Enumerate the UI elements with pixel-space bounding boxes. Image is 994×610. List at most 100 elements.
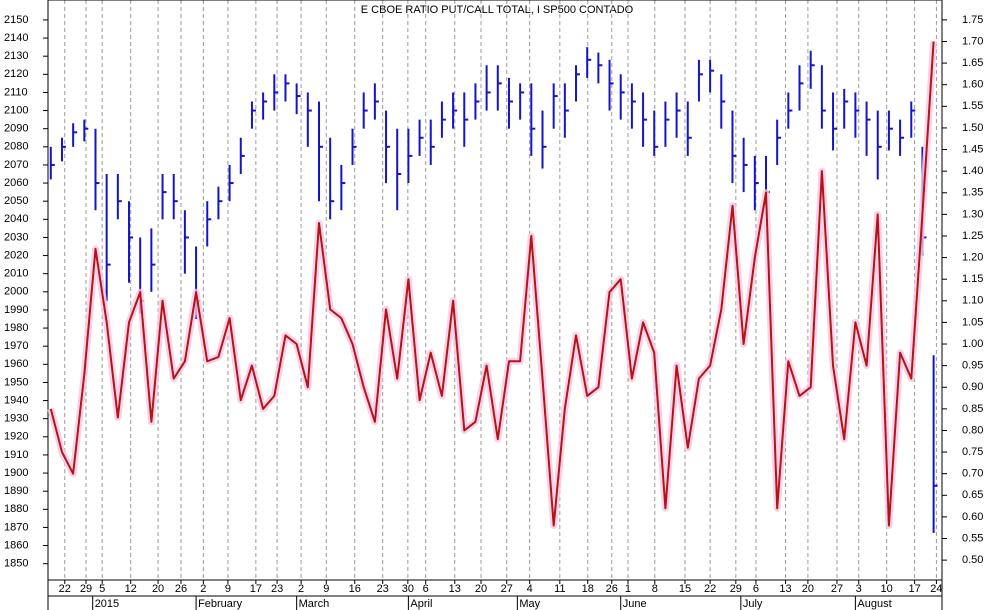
x-tick-label: 23 (377, 583, 389, 595)
y-tick-label: 2090 (4, 123, 28, 135)
y-tick-label: 2070 (4, 159, 28, 171)
y-tick-label: 1940 (4, 394, 28, 406)
x-tick-label: 26 (175, 583, 187, 595)
y-tick-label: 1880 (4, 503, 28, 515)
month-label: March (299, 598, 330, 610)
y-tick-label: 1920 (4, 431, 28, 443)
x-tick-label: 6 (753, 583, 759, 595)
y2-tick-label: 1.25 (962, 230, 983, 242)
x-tick-label: 23 (271, 583, 283, 595)
x-tick-label: 5 (99, 583, 105, 595)
x-tick-label: 1 (625, 583, 631, 595)
x-tick-label: 13 (449, 583, 461, 595)
y2-tick-label: 1.75 (962, 14, 983, 26)
y-tick-label: 1900 (4, 467, 28, 479)
x-tick-label: 9 (323, 583, 329, 595)
y-tick-label: 1930 (4, 413, 28, 425)
month-label: February (198, 598, 243, 610)
x-tick-label: 8 (652, 583, 658, 595)
y2-tick-label: 1.35 (962, 187, 983, 199)
x-tick-label: 15 (679, 583, 691, 595)
y2-tick-label: 0.70 (962, 468, 983, 480)
y-tick-label: 1910 (4, 449, 28, 461)
y2-tick-label: 1.20 (962, 251, 983, 263)
x-tick-label: 27 (831, 583, 843, 595)
x-tick-label: 29 (730, 583, 742, 595)
y-tick-label: 2050 (4, 195, 28, 207)
x-tick-label: 20 (475, 583, 487, 595)
y2-tick-label: 0.50 (962, 554, 983, 566)
x-tick-label: 2 (200, 583, 206, 595)
x-tick-label: 24 (930, 583, 942, 595)
x-tick-label: 27 (501, 583, 513, 595)
x-tick-label: 17 (908, 583, 920, 595)
month-label: April (410, 598, 432, 610)
y-tick-label: 2000 (4, 286, 28, 298)
y-tick-label: 1950 (4, 376, 28, 388)
month-label: August (857, 598, 891, 610)
y-tick-label: 2040 (4, 213, 28, 225)
x-tick-label: 22 (59, 583, 71, 595)
y2-tick-label: 1.55 (962, 100, 983, 112)
ratio-line (49, 41, 935, 527)
x-tick-label: 26 (606, 583, 618, 595)
y-tick-label: 2130 (4, 50, 28, 62)
month-label: June (623, 598, 647, 610)
y-tick-label: 2060 (4, 177, 28, 189)
y2-tick-label: 1.65 (962, 57, 983, 69)
y2-tick-label: 0.65 (962, 489, 983, 501)
x-tick-label: 22 (704, 583, 716, 595)
y2-tick-label: 1.70 (962, 35, 983, 47)
month-label: 2015 (95, 598, 119, 610)
x-tick-label: 20 (152, 583, 164, 595)
y-tick-label: 2030 (4, 231, 28, 243)
y2-tick-label: 0.85 (962, 403, 983, 415)
y2-tick-label: 0.75 (962, 446, 983, 458)
y-tick-label: 2010 (4, 268, 28, 280)
x-tick-label: 17 (250, 583, 262, 595)
x-tick-label: 20 (802, 583, 814, 595)
y2-tick-label: 1.30 (962, 208, 983, 220)
x-tick-label: 12 (125, 583, 137, 595)
y-tick-label: 2150 (4, 14, 28, 26)
x-tick-label: 30 (402, 583, 414, 595)
y-tick-label: 1870 (4, 521, 28, 533)
y2-tick-label: 0.55 (962, 532, 983, 544)
y2-tick-label: 1.15 (962, 273, 983, 285)
y2-tick-label: 1.40 (962, 165, 983, 177)
month-label: July (743, 598, 763, 610)
x-tick-label: 10 (881, 583, 893, 595)
chart-title: E CBOE RATIO PUT/CALL TOTAL, I SP500 CON… (361, 4, 634, 16)
x-tick-label: 6 (423, 583, 429, 595)
y-tick-label: 1980 (4, 322, 28, 334)
x-tick-label: 18 (582, 583, 594, 595)
x-tick-label: 16 (349, 583, 361, 595)
x-tick-label: 11 (554, 583, 565, 595)
y-tick-label: 2140 (4, 32, 28, 44)
y2-tick-label: 0.80 (962, 424, 983, 436)
y-tick-label: 2100 (4, 104, 28, 116)
y-tick-label: 2120 (4, 68, 28, 80)
y-tick-label: 2080 (4, 141, 28, 153)
x-tick-label: 29 (80, 583, 92, 595)
x-tick-label: 13 (779, 583, 791, 595)
y2-tick-label: 1.60 (962, 79, 983, 91)
y2-tick-label: 0.60 (962, 511, 983, 523)
y-tick-label: 2020 (4, 249, 28, 261)
y-tick-label: 1860 (4, 539, 28, 551)
month-label: May (519, 598, 540, 610)
x-tick-label: 3 (856, 583, 862, 595)
y-tick-label: 1890 (4, 485, 28, 497)
y2-tick-label: 1.10 (962, 295, 983, 307)
y-tick-label: 1970 (4, 340, 28, 352)
y-tick-label: 2110 (4, 86, 28, 98)
y2-tick-label: 1.05 (962, 316, 983, 328)
plot-frame (47, 0, 943, 581)
y2-tick-label: 0.90 (962, 381, 983, 393)
y-tick-label: 1960 (4, 358, 28, 370)
y-tick-label: 1990 (4, 304, 28, 316)
x-tick-label: 4 (527, 583, 533, 595)
y-tick-label: 1850 (4, 558, 28, 570)
